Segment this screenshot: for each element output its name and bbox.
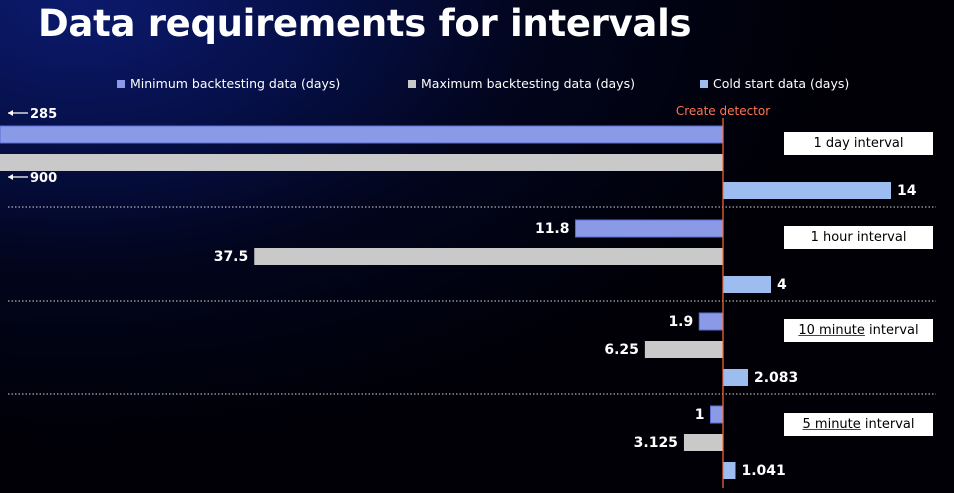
legend-swatch-cold-start [700,79,708,88]
chart-legend: Minimum backtesting data (days) Maximum … [0,76,954,92]
bar-maximum [0,154,723,171]
legend-swatch-minimum [117,79,125,88]
bar-minimum [0,125,724,144]
interval-label-pre: 1 hour interval [810,230,907,245]
legend-item-minimum: Minimum backtesting data (days) [117,76,340,91]
interval-label-underlined: 10 minute [798,323,865,338]
data-label: 3.125 [634,435,678,451]
legend-item-maximum: Maximum backtesting data (days) [408,76,635,91]
data-label: 1.041 [741,463,785,479]
data-label: 900 [30,171,57,186]
bar-minimum [710,405,724,424]
bar-maximum [644,341,723,358]
interval-label-text: 10 minute interval [798,323,918,338]
data-label: 14 [897,183,917,199]
bar-maximum [683,434,723,451]
legend-swatch-maximum [408,79,416,88]
interval-label-underlined: 5 minute [802,417,861,432]
interval-label-post: interval [860,417,915,432]
data-label: 11.8 [535,221,570,237]
interval-label-pre: 1 day interval [813,136,904,151]
bar-cold-start [723,276,771,293]
bar-minimum [698,312,724,331]
bar-minimum [575,219,724,238]
data-label: 2.083 [754,370,798,386]
interval-label-text: 5 minute interval [803,417,915,432]
interval-label-post: interval [864,323,919,338]
interval-label-10-minute: 10 minute interval [783,318,934,343]
page-title: Data requirements for intervals [38,2,692,45]
data-label: 4 [777,277,787,293]
interval-label-text: 1 day interval [813,136,903,151]
data-label: 6.25 [604,342,639,358]
legend-label-minimum: Minimum backtesting data (days) [130,76,341,91]
bar-maximum [254,248,723,265]
data-label: 37.5 [214,249,249,265]
legend-label-cold-start: Cold start data (days) [713,76,850,91]
data-label: 1 [695,407,705,423]
interval-label-1-hour: 1 hour interval [783,225,934,250]
bar-cold-start [723,462,736,479]
legend-label-maximum: Maximum backtesting data (days) [421,76,635,91]
truncation-arrow-head [8,110,13,116]
interval-label-5-minute: 5 minute interval [783,412,934,437]
bar-cold-start [723,369,748,386]
data-label: 1.9 [668,314,693,330]
data-label: 285 [30,107,57,122]
interval-label-text: 1 hour interval [811,230,907,245]
legend-item-cold-start: Cold start data (days) [700,76,849,91]
bar-cold-start [723,182,891,199]
truncation-arrow-head [8,174,13,180]
interval-label-1-day: 1 day interval [783,131,934,156]
create-detector-label: Create detector [676,104,770,118]
